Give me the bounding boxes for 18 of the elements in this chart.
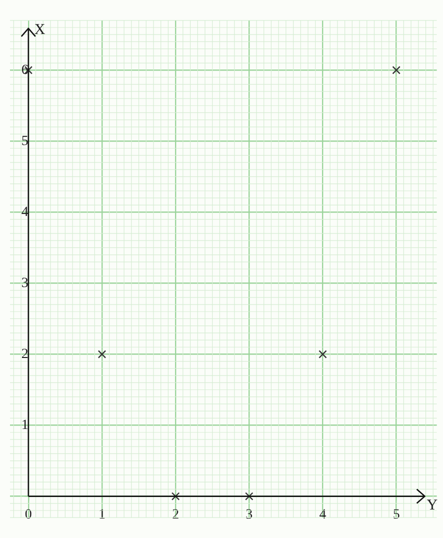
x-tick-label: 2 (172, 507, 180, 522)
x-axis-title: Y (426, 498, 438, 514)
y-tick-label: 3 (21, 276, 28, 291)
y-tick-label: 2 (21, 346, 28, 362)
y-tick-label: 5 (21, 134, 28, 149)
point (392, 66, 400, 74)
x-tick-label: 0 (24, 507, 32, 522)
x-tick-label: 5 (392, 507, 400, 522)
point (98, 350, 106, 358)
point (245, 492, 254, 500)
y-axis-title: X (34, 22, 46, 38)
x-tick-label: 4 (319, 507, 326, 522)
y-tick-label: 1 (21, 418, 28, 433)
point (171, 492, 180, 500)
point (318, 350, 327, 358)
y-tick-label: 4 (21, 204, 28, 220)
x-tick-label: 3 (246, 507, 253, 522)
x-tick-label: 1 (98, 507, 106, 522)
